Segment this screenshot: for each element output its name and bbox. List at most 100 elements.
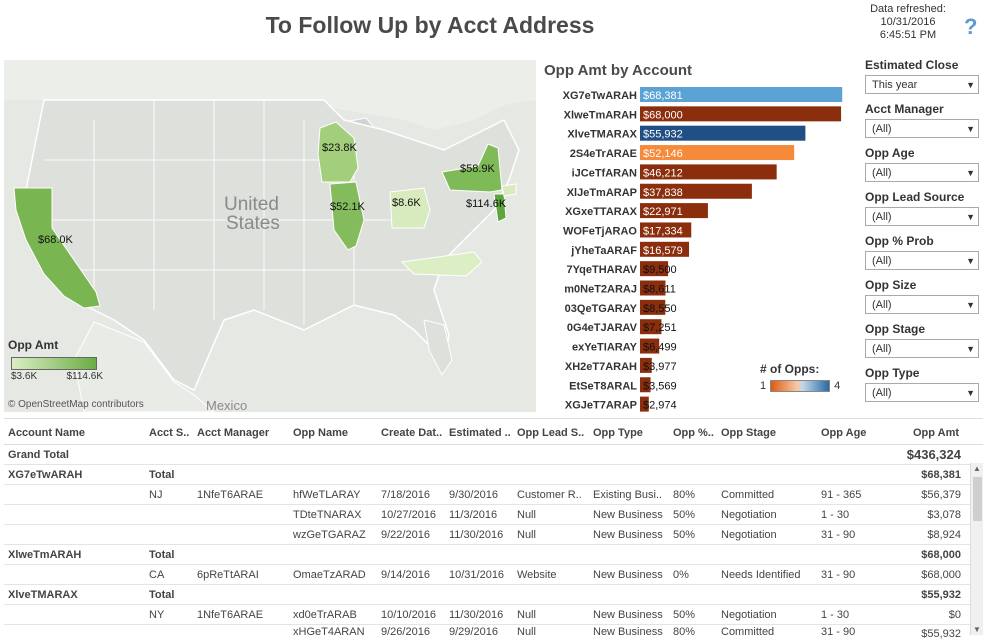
account-name[interactable]: XlveTMARAX <box>8 589 78 601</box>
bar[interactable] <box>640 261 669 277</box>
opp-age: 91 - 365 <box>821 489 862 501</box>
map-canvas[interactable]: United States Mexico $23.8K $58.9K $52.1… <box>4 60 536 412</box>
bar[interactable] <box>640 145 795 161</box>
filter-opp-age: Opp Age (All) ▼ <box>865 146 979 182</box>
column-header[interactable]: Estimated .. <box>449 427 511 439</box>
opp-name[interactable]: xd0eTrARAB <box>293 609 357 621</box>
bar[interactable] <box>640 280 666 296</box>
opp-name[interactable]: hfWeTLARAY <box>293 489 361 501</box>
scroll-thumb[interactable] <box>973 477 982 521</box>
bar[interactable] <box>640 377 651 393</box>
lead-source: Null <box>517 626 536 638</box>
scroll-down-icon[interactable]: ▼ <box>973 625 981 634</box>
bar[interactable] <box>640 125 806 141</box>
opp-amt: $68,000 <box>921 569 961 581</box>
state-illinois <box>329 181 365 251</box>
opp-type: New Business <box>593 529 663 541</box>
table-scrollbar[interactable]: ▲ ▼ <box>970 463 983 635</box>
opp-name[interactable]: TDteTNARAX <box>293 509 362 521</box>
table-row[interactable]: CA 6pReTtARAI OmaeTzARAD 9/14/2016 10/31… <box>4 565 983 585</box>
opp-type-dropdown[interactable]: (All) ▼ <box>865 383 979 402</box>
bar[interactable] <box>640 183 752 199</box>
bar-category-label: 03QeTGARAY <box>565 303 638 315</box>
help-icon[interactable]: ? <box>964 14 978 39</box>
state-value-label: $68.0K <box>38 234 74 246</box>
column-header[interactable]: Account Name <box>8 427 86 439</box>
state-value-label: $23.8K <box>322 142 358 154</box>
bar[interactable] <box>640 357 652 373</box>
country-label-mexico: Mexico <box>206 398 247 412</box>
table-row[interactable]: XG7eTwARAH Total $68,381 <box>4 465 983 485</box>
country-label-us-1: United <box>224 194 279 215</box>
opp-name[interactable]: xHGeT4ARAN <box>293 626 365 638</box>
bar[interactable] <box>640 338 660 354</box>
table-row[interactable]: XlveTMARAX Total $55,932 <box>4 585 983 605</box>
bar[interactable] <box>640 106 842 122</box>
opp-amt: $0 <box>948 609 961 621</box>
opp-name[interactable]: OmaeTzARAD <box>293 569 366 581</box>
estimated-close: 9/29/2016 <box>449 626 498 638</box>
bar-value-label: $8,550 <box>643 303 677 315</box>
opp-prob-dropdown[interactable]: (All) ▼ <box>865 251 979 270</box>
estimated-close-dropdown[interactable]: This year ▼ <box>865 75 979 94</box>
bar[interactable] <box>640 222 692 238</box>
bar-category-label: XG7eTwARAH <box>563 90 637 102</box>
table-row[interactable]: wzGeTGARAZ 9/22/2016 11/30/2016 Null New… <box>4 525 983 545</box>
opportunity-table[interactable]: Account Name Acct S.. Acct Manager Opp N… <box>4 418 983 639</box>
filter-opp-type: Opp Type (All) ▼ <box>865 366 979 402</box>
opp-amt: $55,932 <box>921 628 961 639</box>
opp-lead-source-dropdown[interactable]: (All) ▼ <box>865 207 979 226</box>
bar-value-label: $2,974 <box>643 400 677 412</box>
create-date: 7/18/2016 <box>381 489 430 501</box>
column-header[interactable]: Opp Stage <box>721 427 777 439</box>
bar[interactable] <box>640 299 666 315</box>
bar[interactable] <box>640 203 708 219</box>
column-header[interactable]: Opp Age <box>821 427 867 439</box>
column-header[interactable]: Opp Name <box>293 427 349 439</box>
state-value-label: $114.6K <box>466 198 507 210</box>
us-map[interactable]: United States Mexico $23.8K $58.9K $52.1… <box>4 60 536 412</box>
bar-category-label: XlveTMARAX <box>567 129 637 141</box>
map-attribution[interactable]: © OpenStreetMap contributors <box>8 399 144 410</box>
acct-manager-dropdown[interactable]: (All) ▼ <box>865 119 979 138</box>
opp-stage-dropdown[interactable]: (All) ▼ <box>865 339 979 358</box>
column-header[interactable]: Opp Lead S.. <box>517 427 585 439</box>
opp-prob: 80% <box>673 626 696 638</box>
column-header[interactable]: Opp Type <box>593 427 643 439</box>
column-header[interactable]: Opp Amt <box>913 427 960 439</box>
table-row[interactable]: xHGeT4ARAN 9/26/2016 9/29/2016 Null New … <box>4 625 983 639</box>
column-header[interactable]: Opp %.. <box>673 427 714 439</box>
bar[interactable] <box>640 241 690 257</box>
filter-panel: Estimated Close This year ▼ Acct Manager … <box>865 58 979 410</box>
account-name[interactable]: XlweTmARAH <box>8 549 82 561</box>
opp-stage: Committed <box>721 489 775 501</box>
opp-amt-bar-chart[interactable]: XG7eTwARAH $68,381 XlweTmARAH $68,000 XlveTM… <box>540 85 860 415</box>
bar-category-label: jYheTaARAF <box>570 245 637 257</box>
table-row[interactable]: TDteTNARAX 10/27/2016 11/3/2016 Null New… <box>4 505 983 525</box>
account-name[interactable]: XG7eTwARAH <box>8 469 83 481</box>
table-row[interactable]: XlweTmARAH Total $68,000 <box>4 545 983 565</box>
bar[interactable] <box>640 87 843 102</box>
opp-size-dropdown[interactable]: (All) ▼ <box>865 295 979 314</box>
opp-age-dropdown[interactable]: (All) ▼ <box>865 163 979 182</box>
opp-name[interactable]: wzGeTGARAZ <box>293 529 366 541</box>
estimated-close: 11/30/2016 <box>449 529 504 541</box>
refresh-time: 6:45:51 PM <box>879 29 937 41</box>
scroll-up-icon[interactable]: ▲ <box>973 464 981 473</box>
total-label: Total <box>149 469 175 481</box>
column-header[interactable]: Acct Manager <box>197 427 270 439</box>
column-header[interactable]: Create Dat.. <box>381 427 443 439</box>
column-header[interactable]: Acct S.. <box>149 427 190 439</box>
account-total: $55,932 <box>921 589 961 601</box>
bar-category-label: WOFeTjARAO <box>563 225 637 237</box>
lead-source: Customer R.. <box>517 489 582 501</box>
bar[interactable] <box>640 164 777 180</box>
table-row[interactable]: NY 1NfeT6ARAE xd0eTrARAB 10/10/2016 11/3… <box>4 605 983 625</box>
chevron-down-icon: ▼ <box>966 80 975 90</box>
bar[interactable] <box>640 396 649 412</box>
bar-category-label: XGxeTTARAX <box>565 206 638 218</box>
bar[interactable] <box>640 319 662 335</box>
filter-label: Opp Age <box>865 146 915 160</box>
bar-category-label: m0NeT2ARAJ <box>564 284 637 296</box>
table-row[interactable]: NJ 1NfeT6ARAE hfWeTLARAY 7/18/2016 9/30/… <box>4 485 983 505</box>
